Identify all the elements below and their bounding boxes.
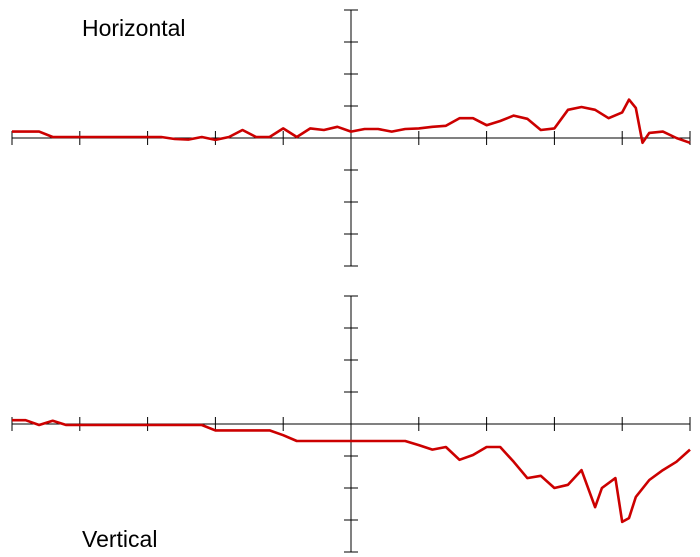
chart-title: Horizontal — [82, 15, 186, 41]
chart-title: Vertical — [82, 526, 157, 552]
trace — [12, 418, 691, 524]
trace — [12, 98, 691, 145]
